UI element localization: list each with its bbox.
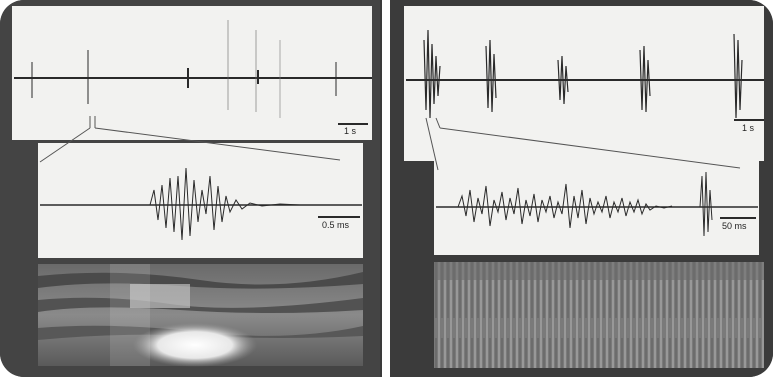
left-mid-trace xyxy=(40,167,362,241)
left-top-scale-label: 1 s xyxy=(344,126,357,136)
left-zoom-lines xyxy=(39,116,341,163)
left-spectrogram-graphic xyxy=(38,264,363,367)
right-mid-scale-label: 50 ms xyxy=(722,221,747,231)
left-mid-scale-label: 0.5 ms xyxy=(322,220,350,230)
right-spectrogram-graphic xyxy=(434,262,764,368)
right-mid-trace xyxy=(436,171,758,237)
right-top-trace-sheet xyxy=(404,6,764,161)
right-top-scale-label: 1 s xyxy=(742,123,755,133)
right-top-trace xyxy=(406,29,764,121)
right-zoom-lines xyxy=(425,117,741,171)
panel-divider xyxy=(382,0,390,377)
left-top-trace-sheet xyxy=(12,6,372,140)
left-top-trace xyxy=(14,20,372,125)
